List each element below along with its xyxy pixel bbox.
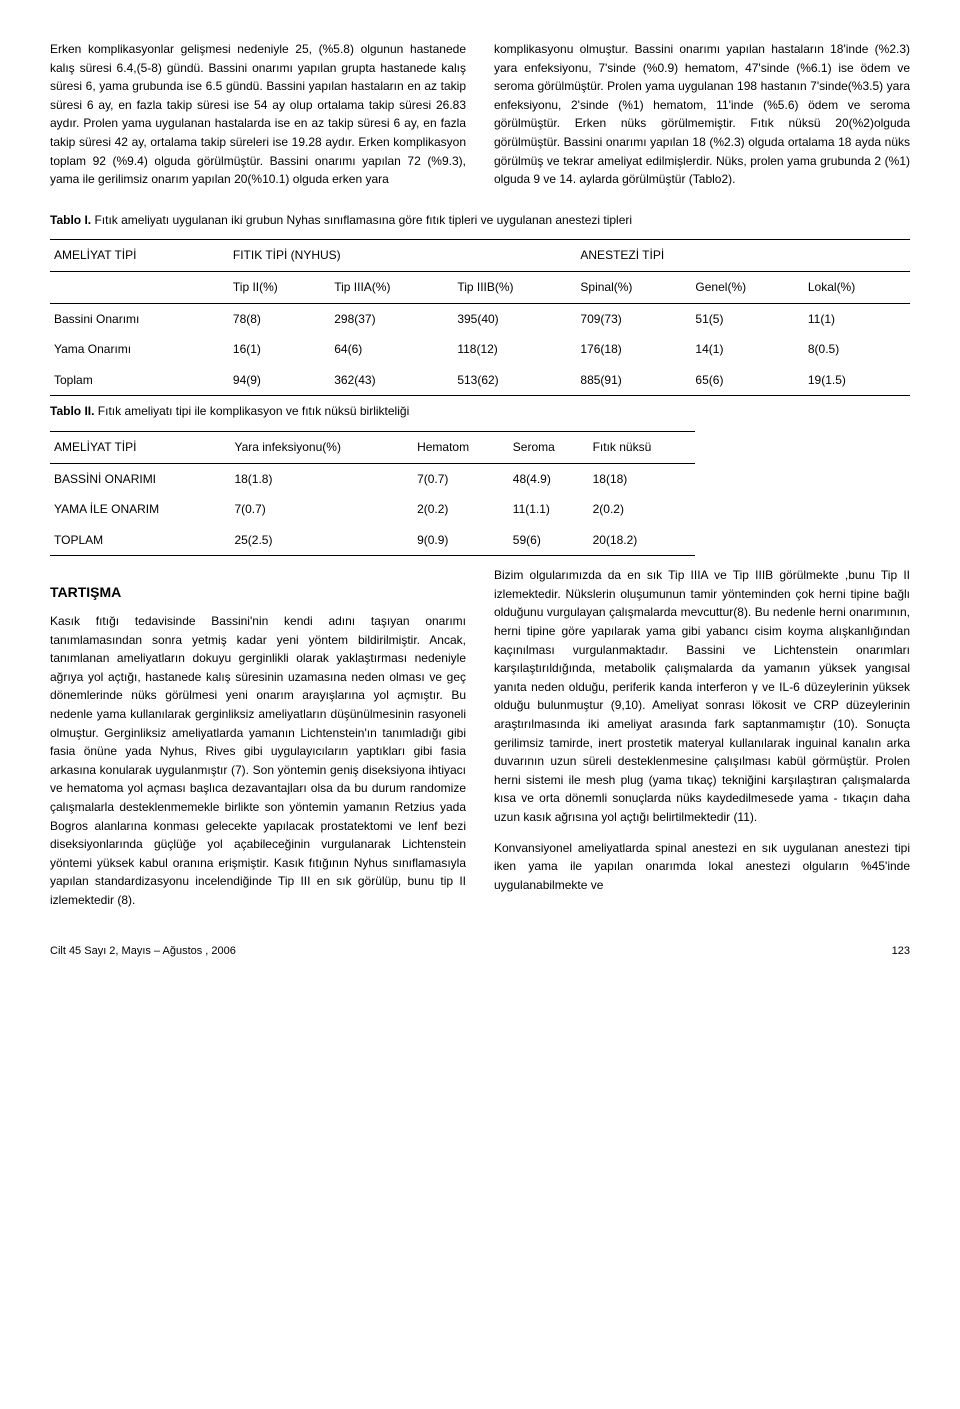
table-row: TOPLAM 25(2.5) 9(0.9) 59(6) 20(18.2) <box>50 525 695 556</box>
bottom-right-text1: Bizim olgularımızda da en sık Tip IIIA v… <box>494 566 910 826</box>
footer-page-number: 123 <box>892 943 910 960</box>
table2: AMELİYAT TİPİ Yara infeksiyonu(%) Hemato… <box>50 431 695 556</box>
bottom-paragraph-block: TARTIŞMA Kasık fıtığı tedavisinde Bassin… <box>50 566 910 909</box>
top-paragraph-block: Erken komplikasyonlar gelişmesi nedeniyl… <box>50 40 910 189</box>
table-row: Bassini Onarımı 78(8) 298(37) 395(40) 70… <box>50 303 910 334</box>
t1-sub2: Tip IIIB(%) <box>453 271 576 303</box>
table2-caption: Tablo II. Fıtık ameliyatı tipi ile kompl… <box>50 402 910 421</box>
table1: AMELİYAT TİPİ FITIK TİPİ (NYHUS) ANESTEZ… <box>50 239 910 396</box>
table1-label: Tablo I. <box>50 213 91 227</box>
page-footer: Cilt 45 Sayı 2, Mayıs – Ağustos , 2006 1… <box>50 943 910 960</box>
table1-subheader-row: Tip II(%) Tip IIIA(%) Tip IIIB(%) Spinal… <box>50 271 910 303</box>
table-row: Yama Onarımı 16(1) 64(6) 118(12) 176(18)… <box>50 334 910 365</box>
bottom-right-text2: Konvansiyonel ameliyatlarda spinal anest… <box>494 839 910 895</box>
t1-sub5: Lokal(%) <box>804 271 910 303</box>
t1-sub1: Tip IIIA(%) <box>330 271 453 303</box>
table2-label: Tablo II. <box>50 404 94 418</box>
t1-sub0: Tip II(%) <box>229 271 330 303</box>
table2-captext: Fıtık ameliyatı tipi ile komplikasyon ve… <box>94 404 409 418</box>
table2-header-row: AMELİYAT TİPİ Yara infeksiyonu(%) Hemato… <box>50 431 695 463</box>
table-row: YAMA İLE ONARIM 7(0.7) 2(0.2) 11(1.1) 2(… <box>50 494 695 525</box>
table-row: Toplam 94(9) 362(43) 513(62) 885(91) 65(… <box>50 365 910 396</box>
t1-h1: AMELİYAT TİPİ <box>50 240 229 272</box>
bottom-left-text: Kasık fıtığı tedavisinde Bassini'nin ken… <box>50 612 466 910</box>
table-row: BASSİNİ ONARIMI 18(1.8) 7(0.7) 48(4.9) 1… <box>50 463 695 494</box>
t1-sub3: Spinal(%) <box>576 271 691 303</box>
t1-sub4: Genel(%) <box>691 271 803 303</box>
table1-captext: Fıtık ameliyatı uygulanan iki grubun Nyh… <box>91 213 632 227</box>
table1-header-row: AMELİYAT TİPİ FITIK TİPİ (NYHUS) ANESTEZ… <box>50 240 910 272</box>
top-right-col: komplikasyonu olmuştur. Bassini onarımı … <box>494 40 910 189</box>
table1-caption: Tablo I. Fıtık ameliyatı uygulanan iki g… <box>50 211 910 230</box>
top-left-col: Erken komplikasyonlar gelişmesi nedeniyl… <box>50 40 466 189</box>
t1-h3: ANESTEZİ TİPİ <box>576 240 910 272</box>
footer-left: Cilt 45 Sayı 2, Mayıs – Ağustos , 2006 <box>50 943 236 960</box>
t1-h2: FITIK TİPİ (NYHUS) <box>229 240 577 272</box>
section-heading: TARTIŞMA <box>50 582 466 604</box>
